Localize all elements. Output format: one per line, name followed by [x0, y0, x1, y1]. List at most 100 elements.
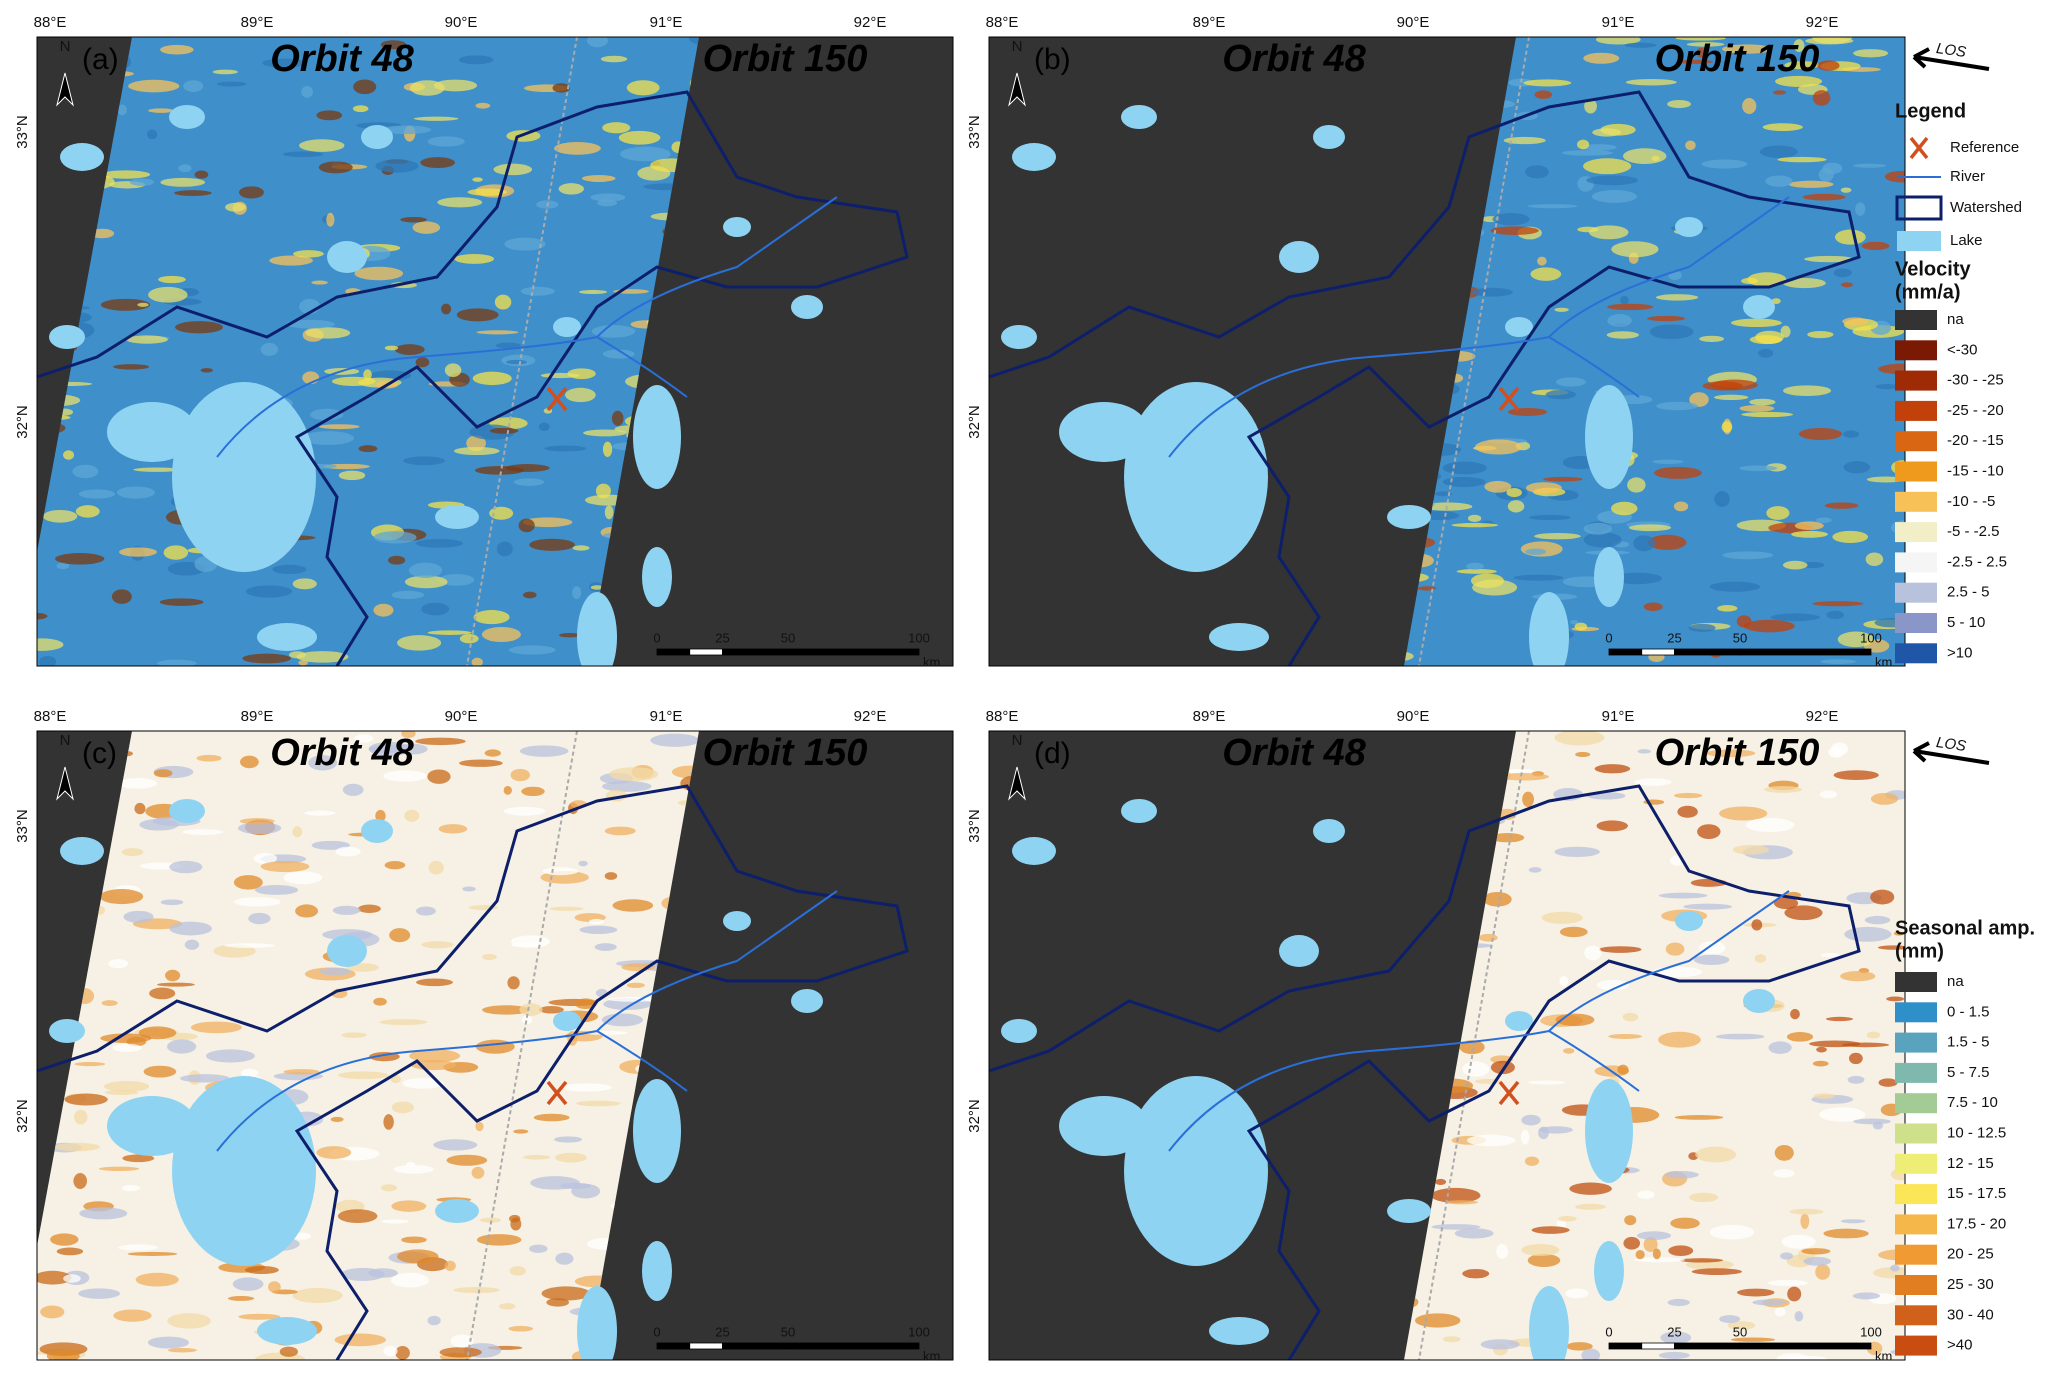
texture-patch: [552, 83, 570, 93]
texture-patch: [523, 1154, 551, 1160]
texture-patch: [1543, 476, 1583, 482]
scale-label: 50: [781, 1324, 795, 1339]
texture-patch: [1777, 156, 1827, 163]
orbit-boundary: [1418, 731, 1530, 1360]
texture-patch: [1658, 1351, 1690, 1359]
texture-patch: [540, 372, 580, 379]
texture-patch: [1584, 945, 1602, 961]
texture-patch: [129, 178, 154, 186]
texture-patch: [1864, 915, 1891, 925]
texture-patch: [159, 598, 204, 606]
texture-patch: [190, 1021, 242, 1034]
lon-tick-label: 89°E: [241, 14, 274, 31]
texture-patch: [1886, 996, 1905, 1002]
texture-patch: [583, 429, 627, 437]
lake: [1209, 1317, 1269, 1345]
texture-patch: [602, 122, 631, 134]
texture-patch: [279, 1346, 298, 1357]
texture-patch: [393, 1164, 434, 1174]
texture-patch: [1454, 1228, 1494, 1239]
north-label: N: [60, 732, 71, 749]
lake: [553, 1011, 581, 1031]
texture-patch: [1575, 751, 1591, 758]
lake: [327, 241, 367, 273]
texture-patch: [1628, 524, 1672, 532]
texture-patch: [1714, 491, 1730, 507]
texture-patch: [1873, 1266, 1905, 1279]
scale-label: 0: [1605, 630, 1612, 645]
los-label: LOS: [1935, 40, 1967, 61]
texture-patch: [111, 589, 132, 604]
texture-patch: [586, 37, 609, 48]
class-swatch: [1895, 461, 1937, 482]
texture-patch: [242, 653, 291, 664]
texture-patch: [618, 130, 661, 145]
class-label: 25 - 30: [1947, 1276, 1994, 1293]
texture-patch: [123, 910, 154, 923]
texture-patch: [384, 345, 399, 351]
lake: [723, 911, 751, 931]
scale-label: 25: [1667, 630, 1681, 645]
texture-patch: [382, 770, 428, 782]
texture-patch: [1788, 180, 1834, 188]
texture-patch: [590, 585, 604, 590]
texture-patch: [380, 40, 407, 50]
texture-patch: [506, 359, 527, 365]
texture-patch: [1759, 145, 1798, 159]
class-swatch: [1895, 1214, 1937, 1235]
texture-patch: [1833, 268, 1852, 278]
texture-patch: [1798, 427, 1842, 440]
orbit-label: Orbit 48: [1222, 732, 1366, 774]
texture-patch: [384, 861, 406, 870]
data-swath: [1404, 731, 1905, 1360]
texture-patch: [196, 754, 222, 762]
texture-patch: [311, 840, 350, 850]
texture-patch: [283, 871, 323, 885]
texture-patch: [453, 446, 500, 456]
texture-patch: [458, 55, 494, 65]
texture-patch: [481, 626, 521, 643]
texture-patch: [74, 1109, 88, 1125]
texture-patch: [518, 518, 535, 533]
class-label: 15 - 17.5: [1947, 1185, 2006, 1202]
lake: [1124, 1076, 1268, 1266]
texture-patch: [353, 734, 374, 743]
texture-patch: [397, 1249, 439, 1264]
texture-patch: [1691, 1268, 1742, 1276]
texture-patch: [459, 634, 479, 644]
texture-patch: [602, 441, 613, 457]
texture-patch: [337, 1209, 378, 1223]
texture-patch: [295, 904, 319, 918]
texture-patch: [415, 357, 430, 368]
class-swatch: [1895, 491, 1937, 512]
class-label: 7.5 - 10: [1947, 1094, 1998, 1111]
scale-bar-segment: [1608, 1342, 1643, 1350]
map-panel: (a) Orbit 48 Orbit 150 N 88°E 89°E 90°E 91°E 92°…: [14, 14, 954, 669]
lake: [791, 295, 823, 319]
texture-patch: [1893, 931, 1904, 936]
texture-patch: [1861, 241, 1890, 251]
texture-patch: [225, 202, 246, 212]
texture-patch: [101, 1000, 118, 1006]
lake: [1675, 911, 1703, 931]
texture-patch: [1815, 1264, 1831, 1280]
texture-patch: [1842, 317, 1868, 326]
texture-patch: [166, 1039, 197, 1054]
texture-patch: [354, 266, 404, 281]
lake: [723, 217, 751, 237]
texture-patch: [1649, 324, 1694, 340]
texture-patch: [1584, 98, 1597, 114]
texture-patch: [1528, 1080, 1566, 1085]
texture-patch: [1635, 1249, 1645, 1260]
texture-patch: [175, 321, 224, 334]
texture-patch: [282, 151, 324, 158]
panel-label: (a): [82, 43, 119, 76]
texture-patch: [1780, 1252, 1793, 1260]
lake: [642, 1241, 672, 1301]
texture-patch: [1673, 501, 1689, 512]
texture-patch: [594, 943, 617, 951]
texture-patch: [146, 129, 158, 140]
texture-patch: [1667, 99, 1691, 109]
texture-patch: [521, 786, 545, 797]
texture-patch: [380, 1184, 397, 1192]
